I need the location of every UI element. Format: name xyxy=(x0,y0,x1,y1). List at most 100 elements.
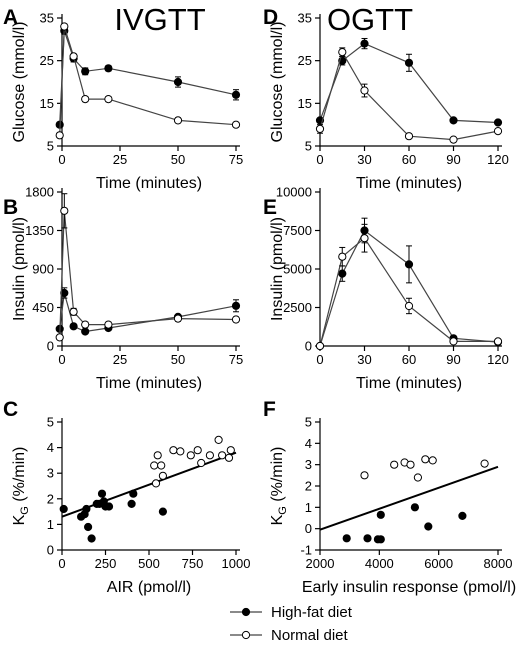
series-line-normal-e xyxy=(319,237,498,347)
y-axis-label-subscript-c: G xyxy=(19,506,31,515)
y-tick-label-b: 450 xyxy=(32,300,54,315)
y-tick-label-a: 25 xyxy=(40,53,54,68)
data-point-normal-a xyxy=(60,22,69,31)
data-point-normal-c xyxy=(157,461,166,470)
data-point-high-fat-b xyxy=(60,288,69,298)
x-tick-label-e: 60 xyxy=(402,352,416,367)
y-tick-label-c: 0 xyxy=(47,543,54,558)
data-point-high-fat-c xyxy=(97,489,107,498)
data-point-normal-f xyxy=(421,455,430,464)
data-point-normal-b xyxy=(81,320,90,329)
y-tick-label-d: 5 xyxy=(305,139,312,154)
x-axis-label-a: Time (minutes) xyxy=(96,175,202,192)
y-axis-label-f: KG (%/min) xyxy=(269,447,289,526)
data-point-high-fat-d xyxy=(404,58,414,67)
legend-marker-high-fat xyxy=(241,607,251,617)
y-tick-label-d: 15 xyxy=(298,96,312,111)
y-tick-label-c: 1 xyxy=(47,517,54,532)
y-axis-label-rest-c: (%/min) xyxy=(11,447,28,507)
legend-entry-normal: Normal diet xyxy=(230,627,349,644)
x-axis-label-c: AIR (pmol/l) xyxy=(107,579,191,596)
y-tick-label-d: 35 xyxy=(298,11,312,26)
data-point-high-fat-b xyxy=(231,301,241,310)
data-point-normal-e xyxy=(449,337,458,346)
data-point-high-fat-a xyxy=(81,67,90,76)
x-tick-label-f: 6000 xyxy=(424,556,453,571)
y-axis-label-e: Insulin (pmol/l) xyxy=(269,217,286,321)
data-point-normal-c xyxy=(176,447,185,456)
data-point-normal-a xyxy=(173,116,183,125)
x-tick-label-e: 30 xyxy=(357,352,371,367)
column-title-ivgtt: IVGTT xyxy=(114,2,205,37)
y-tick-label-e: 5000 xyxy=(283,262,312,277)
y-tick-label-f: 3 xyxy=(305,457,312,472)
data-point-normal-b xyxy=(104,320,113,329)
data-point-normal-c xyxy=(150,461,159,470)
panel-letter-c: C xyxy=(3,398,18,421)
x-tick-label-a: 50 xyxy=(171,152,185,167)
data-point-high-fat-c xyxy=(127,499,136,508)
series-line-high-fat-e xyxy=(319,229,499,347)
data-point-high-fat-c xyxy=(129,489,138,498)
data-point-normal-a xyxy=(231,120,241,129)
data-point-high-fat-f xyxy=(363,534,372,543)
y-tick-label-d: 25 xyxy=(298,53,312,68)
panel-a: A 0 25 50 75 5 15 25 35 Time (minutes) Glucose (mm… xyxy=(3,6,243,192)
data-point-high-fat-e xyxy=(338,269,347,278)
y-axis-label-subscript-f: G xyxy=(277,506,289,515)
panel-letter-e: E xyxy=(263,196,277,219)
data-point-normal-b xyxy=(231,315,241,324)
data-point-normal-c xyxy=(205,451,214,460)
legend: High-fat diet Normal diet xyxy=(230,604,353,644)
x-tick-label-a: 75 xyxy=(229,152,243,167)
panel-letter-b: B xyxy=(3,196,18,219)
y-axis-label-c: KG (%/min) xyxy=(11,447,31,526)
data-point-high-fat-d xyxy=(493,118,503,127)
data-point-normal-e xyxy=(404,301,414,311)
x-tick-label-d: 60 xyxy=(402,152,416,167)
y-tick-label-c: 4 xyxy=(47,440,54,455)
data-point-high-fat-f xyxy=(424,522,433,531)
legend-label-normal: Normal diet xyxy=(271,627,349,644)
data-point-high-fat-a xyxy=(104,64,113,73)
data-point-normal-b xyxy=(60,206,69,215)
panel-b: B 0 25 50 75 0 450 900 1350 1800 Time (minutes) Ins… xyxy=(3,185,243,393)
x-tick-label-d: 90 xyxy=(446,152,460,167)
x-tick-label-f: 2000 xyxy=(306,556,335,571)
data-point-normal-d xyxy=(493,127,503,136)
y-tick-label-b: 900 xyxy=(32,262,54,277)
y-tick-label-c: 3 xyxy=(47,466,54,481)
data-point-high-fat-c xyxy=(87,534,96,543)
panel-letter-f: F xyxy=(263,398,276,421)
data-point-normal-a xyxy=(104,95,113,104)
data-point-high-fat-a xyxy=(173,77,183,87)
data-point-normal-e xyxy=(315,341,325,351)
y-tick-label-a: 35 xyxy=(40,11,54,26)
data-point-normal-d xyxy=(404,132,414,141)
x-axis-label-f: Early insulin response (pmol/l) xyxy=(302,579,516,596)
y-tick-label-b: 1800 xyxy=(25,185,54,200)
x-axis-label-b: Time (minutes) xyxy=(96,375,202,392)
y-axis-label-b: Insulin (pmol/l) xyxy=(11,217,28,321)
data-point-normal-b xyxy=(69,307,78,316)
data-point-normal-f xyxy=(360,471,369,480)
y-axis-label-rest-f: (%/min) xyxy=(269,447,286,507)
x-tick-label-b: 25 xyxy=(113,352,127,367)
y-tick-label-a: 5 xyxy=(47,139,54,154)
y-tick-label-e: 2500 xyxy=(283,300,312,315)
data-point-normal-c xyxy=(186,451,195,460)
data-point-normal-d xyxy=(360,86,369,95)
data-point-normal-f xyxy=(428,456,437,465)
series-line-normal-a xyxy=(59,26,237,136)
data-point-normal-d xyxy=(449,135,458,144)
y-tick-label-f: 2 xyxy=(305,479,312,494)
series-line-normal-b xyxy=(59,210,237,338)
x-tick-label-a: 0 xyxy=(58,152,65,167)
data-point-normal-a xyxy=(81,95,90,104)
panel-f: F 2000 4000 6000 8000 -1 0 1 2 3 4 5 Early insulin r… xyxy=(263,398,516,596)
data-point-high-fat-e xyxy=(404,260,414,269)
y-tick-label-e: 7500 xyxy=(283,223,312,238)
data-point-high-fat-b xyxy=(69,322,78,331)
